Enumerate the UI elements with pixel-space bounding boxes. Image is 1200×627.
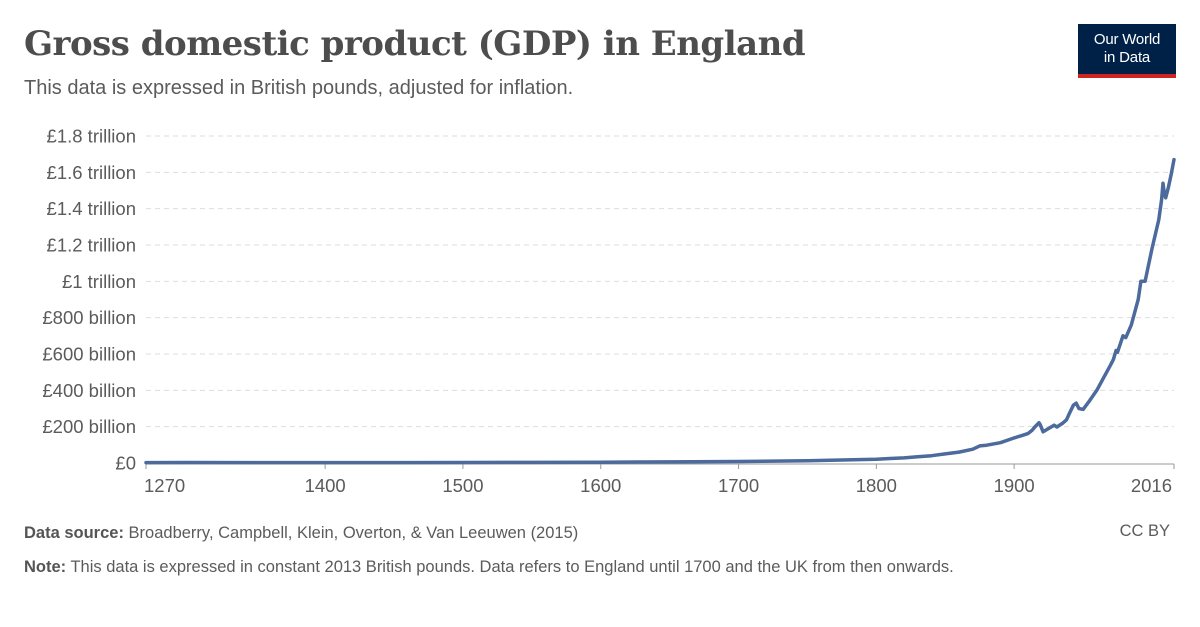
y-tick-label: £1.6 trillion xyxy=(47,162,136,183)
data-source-text[interactable]: Broadberry, Campbell, Klein, Overton, & … xyxy=(128,524,579,542)
note-label: Note: xyxy=(24,558,67,576)
y-tick-label: £1.4 trillion xyxy=(47,198,136,219)
note-text: This data is expressed in constant 2013 … xyxy=(70,558,954,576)
x-tick-label: 1400 xyxy=(305,475,346,496)
y-tick-label: £400 billion xyxy=(42,380,136,401)
x-tick-label: 1700 xyxy=(718,475,759,496)
x-tick-label: 1500 xyxy=(442,475,483,496)
y-tick-label: £1.8 trillion xyxy=(47,126,136,147)
y-axis-ticks: £0 £200 billion £400 billion £600 billion £8… xyxy=(42,126,136,474)
logo-line-1: Our World xyxy=(1093,31,1161,48)
grid-lines xyxy=(146,135,1174,428)
x-tick-label: 2016 xyxy=(1131,475,1172,496)
owid-logo[interactable]: Our World in Data xyxy=(1078,24,1176,78)
x-axis-ticks: 1270 1400 1500 1600 1700 1800 1900 2016 xyxy=(144,463,1175,496)
series-layer xyxy=(144,157,1176,465)
license-link[interactable]: CC BY xyxy=(1119,522,1170,540)
gdp-series-line[interactable] xyxy=(144,157,1176,465)
y-tick-label: £0 xyxy=(115,453,136,474)
y-tick-label: £600 billion xyxy=(42,344,136,365)
y-tick-label: £200 billion xyxy=(42,416,136,437)
x-tick-label: 1800 xyxy=(856,475,897,496)
logo-line-2: in Data xyxy=(1103,49,1151,66)
x-tick-label: 1900 xyxy=(994,475,1035,496)
y-tick-label: £1 trillion xyxy=(62,271,136,292)
y-tick-label: £800 billion xyxy=(42,307,136,328)
chart-note: Note: This data is expressed in constant… xyxy=(24,556,1134,578)
data-source: Data source: Broadberry, Campbell, Klein… xyxy=(24,522,578,544)
x-tick-label: 1600 xyxy=(580,475,621,496)
x-tick-label: 1270 xyxy=(144,475,185,496)
gdp-line-chart: £0 £200 billion £400 billion £600 billion £8… xyxy=(42,126,1176,496)
chart-subtitle: This data is expressed in British pounds… xyxy=(24,77,574,99)
y-tick-label: £1.2 trillion xyxy=(47,235,136,256)
chart-title: Gross domestic product (GDP) in England xyxy=(24,24,806,64)
data-source-label: Data source: xyxy=(24,524,124,542)
